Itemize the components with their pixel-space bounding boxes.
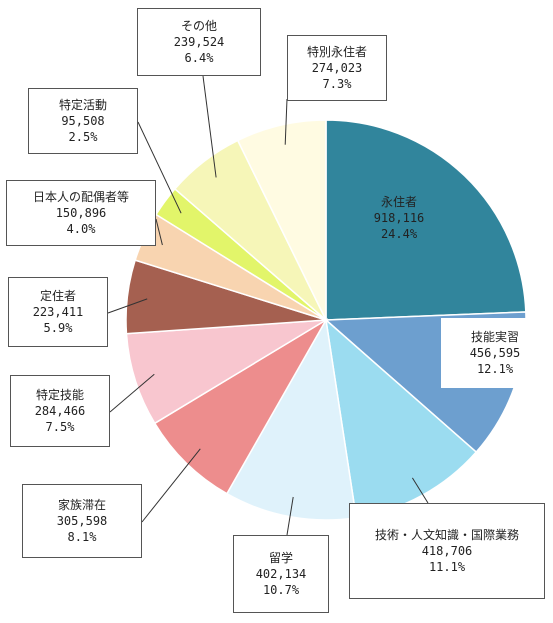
slice-count: 456,595 xyxy=(469,346,521,360)
slice-percent: 4.0% xyxy=(66,222,96,236)
data-label-0: 永住者 918,116 24.4% xyxy=(349,190,449,246)
slice-percent: 11.1% xyxy=(428,560,466,574)
leader-line-6 xyxy=(107,298,148,314)
slice-percent: 2.5% xyxy=(68,130,98,144)
slice-count: 402,134 xyxy=(255,567,307,581)
slice-name: 永住者 xyxy=(380,195,417,209)
pie-slice-10 xyxy=(236,119,327,321)
pie-slice-4 xyxy=(153,317,329,495)
slice-name: 定住者 xyxy=(39,289,76,303)
slice-count: 918,116 xyxy=(373,211,425,225)
slice-name: 技能実習 xyxy=(470,330,519,344)
pie-slice-0 xyxy=(325,119,527,321)
slice-name: 日本人の配偶者等 xyxy=(32,190,129,204)
slice-percent: 10.7% xyxy=(262,583,300,597)
data-label-5: 特定技能 284,466 7.5% xyxy=(10,375,110,447)
slice-percent: 7.3% xyxy=(322,77,352,91)
slice-percent: 7.5% xyxy=(45,420,75,434)
data-label-1: 技能実習 456,595 12.1% xyxy=(441,318,549,388)
slice-count: 239,524 xyxy=(173,35,225,49)
leader-line-3 xyxy=(286,496,294,536)
data-label-8: 特定活動 95,508 2.5% xyxy=(28,88,138,154)
slice-name: 特定活動 xyxy=(58,98,107,112)
leader-line-2 xyxy=(411,477,429,504)
data-label-3: 留学 402,134 10.7% xyxy=(233,535,329,613)
slice-name: 家族滞在 xyxy=(57,498,106,512)
data-label-7: 日本人の配偶者等 150,896 4.0% xyxy=(6,180,156,246)
data-label-2: 技術・人文知識・国際業務 418,706 11.1% xyxy=(349,503,545,599)
leader-line-7 xyxy=(155,218,163,246)
leader-line-10 xyxy=(284,98,288,145)
slice-name: 特定技能 xyxy=(35,388,84,402)
data-label-10: 特別永住者 274,023 7.3% xyxy=(287,35,387,101)
slice-count: 223,411 xyxy=(32,305,84,319)
slice-percent: 12.1% xyxy=(476,362,514,376)
slice-name: その他 xyxy=(180,19,217,33)
slice-count: 95,508 xyxy=(61,114,105,128)
leader-line-9 xyxy=(202,75,217,178)
slice-name: 留学 xyxy=(268,551,293,565)
leader-line-5 xyxy=(109,373,155,413)
slice-percent: 24.4% xyxy=(380,227,418,241)
data-label-9: その他 239,524 6.4% xyxy=(137,8,261,76)
slice-count: 418,706 xyxy=(421,544,473,558)
slice-percent: 5.9% xyxy=(43,321,73,335)
slice-count: 305,598 xyxy=(56,514,108,528)
leader-line-8 xyxy=(137,121,182,214)
leader-line-4 xyxy=(141,448,201,523)
slice-count: 150,896 xyxy=(55,206,107,220)
slice-count: 274,023 xyxy=(311,61,363,75)
slice-percent: 6.4% xyxy=(184,51,214,65)
slice-name: 技術・人文知識・国際業務 xyxy=(374,528,519,542)
slice-count: 284,466 xyxy=(34,404,86,418)
slice-percent: 8.1% xyxy=(67,530,97,544)
data-label-6: 定住者 223,411 5.9% xyxy=(8,277,108,347)
data-label-4: 家族滞在 305,598 8.1% xyxy=(22,484,142,558)
slice-name: 特別永住者 xyxy=(306,45,367,59)
pie-slice-5 xyxy=(125,319,327,425)
